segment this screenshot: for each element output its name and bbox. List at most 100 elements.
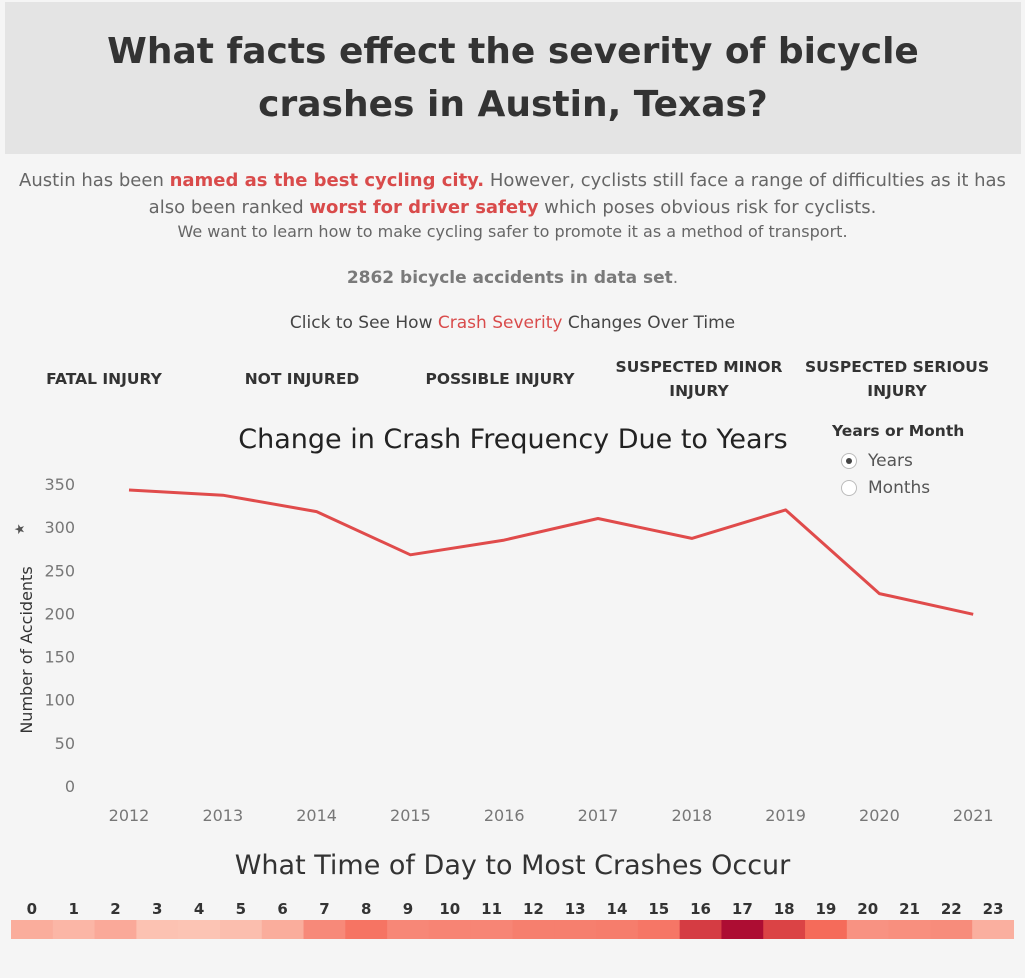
hour-heatmap-title: What Time of Day to Most Crashes Occur [234, 850, 791, 881]
hour-cell[interactable] [345, 920, 388, 939]
hour-cell[interactable] [219, 920, 263, 939]
radio-years-indicator[interactable] [841, 453, 857, 469]
hour-label: 18 [774, 900, 795, 918]
sort-pin-icon[interactable]: ★ [13, 523, 28, 535]
y-tick-label: 250 [44, 561, 75, 580]
hour-cell[interactable] [846, 920, 890, 939]
instruction-pre: Click to See How [289, 313, 438, 333]
hour-cell[interactable] [303, 920, 346, 939]
radio-months-label: Months [868, 478, 931, 498]
y-tick-label: 350 [44, 475, 75, 494]
hour-label: 17 [732, 900, 753, 918]
x-tick-label: 2019 [765, 806, 806, 825]
hour-label: 9 [403, 900, 413, 918]
radio-years[interactable]: Years [841, 451, 913, 471]
data-point[interactable] [780, 504, 792, 516]
hour-label: 6 [277, 900, 287, 918]
accident-count-tail: . [672, 268, 679, 288]
y-tick-label: 50 [55, 734, 75, 753]
hour-cell[interactable] [888, 920, 931, 939]
severity-suspected-minor-injury-button[interactable]: SUSPECTED MINOR INJURY [615, 358, 783, 400]
accident-count-line: 2862 bicycle accidents in data set. [10, 266, 1015, 290]
hour-cell[interactable] [721, 920, 764, 939]
hour-cell[interactable] [679, 920, 722, 939]
hour-label: 15 [648, 900, 669, 918]
accident-count: 2862 bicycle accidents in data set [346, 268, 673, 288]
y-tick-label: 150 [44, 648, 75, 667]
x-tick-label: 2012 [109, 806, 150, 825]
page-title: What facts effect the severity of bicycl… [107, 31, 919, 125]
data-point[interactable] [311, 506, 323, 518]
driver-safety-highlight: worst for driver safety [309, 197, 539, 218]
hour-cell[interactable] [11, 920, 54, 939]
hour-cell[interactable] [178, 920, 221, 939]
line-chart-title: Change in Crash Frequency Due to Years [238, 424, 788, 455]
data-point[interactable] [404, 549, 416, 561]
hour-cell[interactable] [261, 920, 305, 939]
hour-label: 14 [607, 900, 628, 918]
x-tick-label: 2017 [578, 806, 619, 825]
data-point[interactable] [686, 532, 698, 544]
severity-instruction: Click to See How Crash Severity Changes … [10, 311, 1015, 335]
hour-label: 21 [899, 900, 920, 918]
y-tick-label: 300 [44, 518, 75, 537]
years-or-month-label: Years or Month [832, 422, 965, 440]
hour-label: 1 [68, 900, 78, 918]
hour-label: 3 [152, 900, 162, 918]
severity-suspected-serious-injury-button[interactable]: SUSPECTED SERIOUS INJURY [804, 358, 990, 400]
severity-possible-injury-button[interactable]: POSSIBLE INJURY [425, 370, 575, 388]
y-axis-label: Number of Accidents [17, 566, 36, 733]
hour-cell[interactable] [387, 920, 430, 939]
hour-label: 20 [857, 900, 878, 918]
hour-cell[interactable] [52, 920, 96, 939]
hour-cell[interactable] [972, 920, 1014, 939]
radio-months-indicator[interactable] [841, 480, 857, 496]
hour-cell[interactable] [637, 920, 681, 939]
hour-cell[interactable] [428, 920, 472, 939]
radio-months[interactable]: Months [841, 478, 930, 498]
hour-label: 12 [523, 900, 544, 918]
data-point[interactable] [217, 489, 229, 501]
hour-cell[interactable] [930, 920, 973, 939]
hour-cell[interactable] [596, 920, 639, 939]
data-point[interactable] [498, 534, 510, 546]
hour-label: 2 [110, 900, 120, 918]
x-tick-label: 2020 [859, 806, 900, 825]
x-tick-label: 2016 [484, 806, 525, 825]
hour-label: 13 [565, 900, 586, 918]
hour-heatmap: 0 1 2 3 4 5 6 7 8 9 10 11 12 13 14 15 16 17 18 19 20 21 22 23 [11, 900, 1014, 939]
hour-label: 8 [361, 900, 371, 918]
y-tick-label: 0 [65, 777, 75, 796]
severity-fatal-injury-button[interactable]: FATAL INJURY [46, 370, 162, 388]
hour-cell[interactable] [554, 920, 597, 939]
hour-cell[interactable] [136, 920, 179, 939]
data-point[interactable] [873, 588, 885, 600]
hour-label: 0 [27, 900, 37, 918]
hour-label: 11 [481, 900, 502, 918]
hour-cell[interactable] [94, 920, 137, 939]
hour-cell[interactable] [470, 920, 513, 939]
hour-label: 4 [194, 900, 204, 918]
hour-cell[interactable] [763, 920, 806, 939]
hour-cell[interactable] [805, 920, 848, 939]
intro-text-3: which poses obvious risk for cyclists. [538, 197, 877, 218]
data-point[interactable] [123, 484, 135, 496]
x-tick-label: 2013 [202, 806, 243, 825]
x-tick-label: 2021 [953, 806, 994, 825]
intro-subtext: We want to learn how to make cycling saf… [177, 222, 848, 241]
radio-years-label: Years [868, 451, 913, 471]
severity-not-injured-button[interactable]: NOT INJURED [244, 370, 360, 388]
hour-label: 22 [941, 900, 962, 918]
intro-paragraph: Austin has been named as the best cyclin… [10, 167, 1015, 221]
data-point[interactable] [592, 513, 604, 525]
data-point[interactable] [967, 608, 979, 620]
x-tick-label: 2018 [671, 806, 712, 825]
intro-text-2: However, cyclists still face a range of … [148, 170, 1006, 218]
y-tick-label: 100 [44, 691, 75, 710]
hour-label: 16 [690, 900, 711, 918]
hour-label: 19 [816, 900, 837, 918]
hour-cell[interactable] [512, 920, 555, 939]
series-line [128, 488, 974, 616]
y-tick-label: 200 [44, 604, 75, 623]
x-tick-label: 2014 [296, 806, 337, 825]
